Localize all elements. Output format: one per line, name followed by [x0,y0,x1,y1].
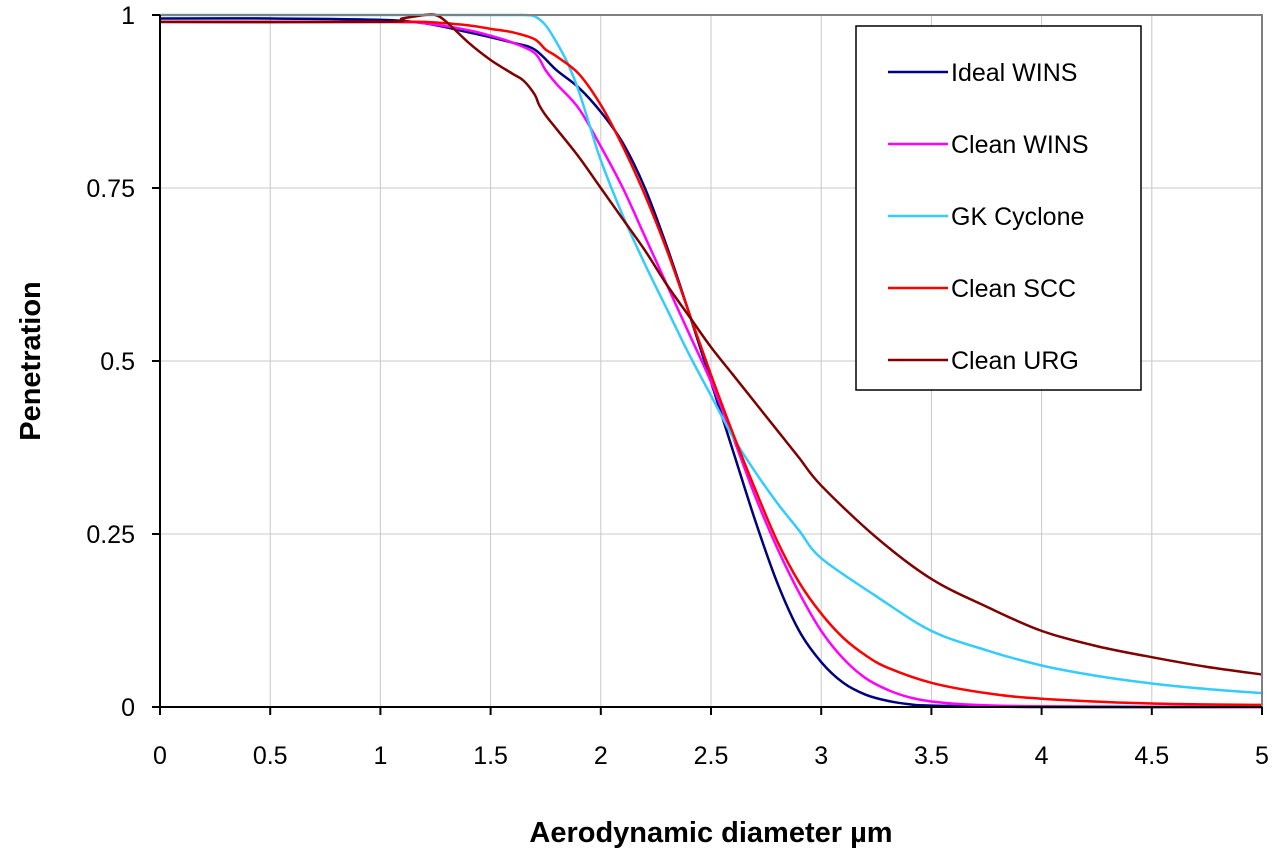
legend-label-gk-cyclone: GK Cyclone [951,203,1084,231]
x-tick-label: 4.5 [1134,742,1169,770]
series-line-clean-urg [159,13,1263,676]
y-tick-label: 0 [121,694,135,722]
x-tick-label: 3.5 [914,742,949,770]
x-tick-label: 4 [1035,742,1049,770]
x-tick-label: 1.5 [473,742,508,770]
series-line-clean-scc [159,20,1263,707]
y-tick-label: 0.25 [86,521,135,549]
x-tick-label: 0.5 [253,742,288,770]
x-tick-label: 2 [594,742,608,770]
legend-label-ideal-wins: Ideal WINS [951,59,1077,87]
y-axis-ticks: 0 0.25 0.5 0.75 1 [86,2,160,722]
y-tick-label: 0.75 [86,175,135,203]
y-axis-title: Penetration [15,281,47,441]
x-axis-ticks: 0 0.5 1 1.5 2 2.5 3 3.5 4 4.5 5 [153,707,1269,770]
series-layer [159,13,1263,709]
x-tick-label: 3 [814,742,828,770]
legend-label-clean-scc: Clean SCC [951,275,1076,303]
legend-label-clean-urg: Clean URG [951,347,1079,375]
x-tick-label: 0 [153,742,167,770]
legend-label-clean-wins: Clean WINS [951,131,1089,159]
x-tick-label: 5 [1255,742,1269,770]
x-axis-title: Aerodynamic diameter µm [529,817,892,849]
y-tick-label: 0.5 [100,348,135,376]
gridlines [160,15,1262,707]
series-line-clean-wins [159,20,1263,709]
x-tick-label: 1 [373,742,387,770]
y-tick-label: 1 [121,2,135,30]
legend-box [855,25,1142,391]
x-tick-label: 2.5 [694,742,729,770]
legend: Ideal WINS Clean WINS GK Cyclone Clean SCC C… [855,25,1142,391]
